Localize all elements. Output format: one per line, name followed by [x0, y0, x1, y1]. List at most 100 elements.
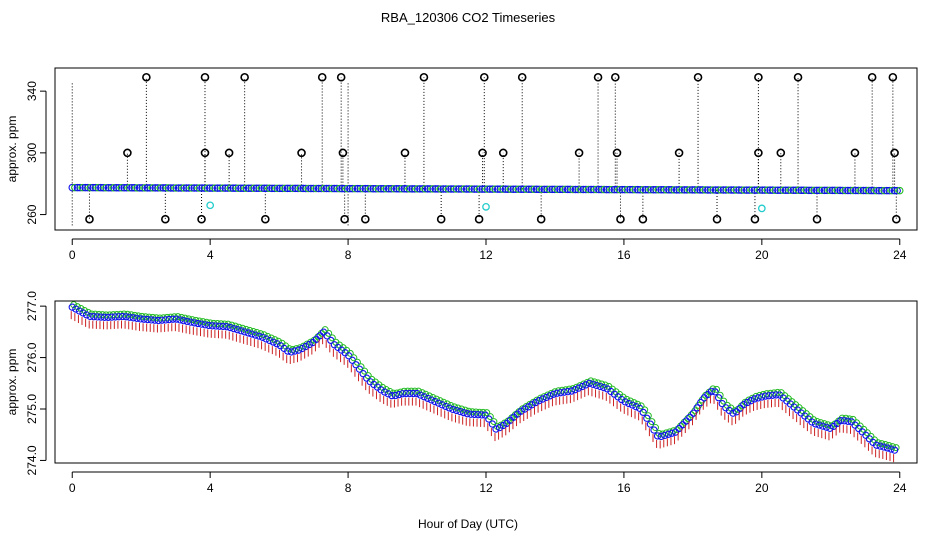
baseline-point [229, 184, 237, 192]
data-point [564, 388, 572, 396]
baseline-point [501, 185, 510, 193]
baseline-point [322, 184, 331, 193]
top-x-tick-label: 4 [207, 248, 214, 262]
top-y-axis: 260 300 340 [25, 81, 47, 225]
baseline-point [496, 185, 505, 193]
baseline-point [717, 186, 725, 194]
spike-point [754, 148, 763, 158]
baseline-point [693, 186, 702, 194]
baseline-point [333, 184, 341, 193]
baseline-point [540, 185, 549, 194]
bottom-y-tick-label: 275.0 [25, 394, 39, 424]
baseline-point [569, 185, 577, 194]
baseline-point [890, 186, 899, 195]
baseline-point [359, 184, 367, 193]
data-point [661, 431, 669, 440]
baseline-point [818, 186, 826, 195]
spike-point [610, 72, 620, 82]
spike-point [161, 214, 170, 224]
data-point [582, 381, 590, 389]
baseline-point [851, 186, 860, 195]
baseline-point [221, 184, 230, 192]
baseline-point [460, 185, 468, 193]
baseline-point [400, 185, 409, 193]
baseline-point [198, 184, 206, 192]
baseline-point [122, 184, 131, 192]
baseline-point [257, 184, 266, 193]
data-point [571, 386, 579, 394]
baseline-point [369, 184, 377, 193]
baseline-point [846, 186, 855, 195]
data-point [262, 335, 270, 343]
baseline-point [387, 185, 396, 193]
baseline-point [304, 184, 313, 193]
data-point [596, 382, 604, 391]
baseline-point [237, 184, 245, 192]
baseline-point [883, 186, 891, 195]
baseline-point [76, 183, 84, 192]
baseline-point [667, 186, 676, 194]
baseline-point [639, 185, 647, 194]
baseline-point [820, 186, 829, 195]
data-point [528, 401, 536, 409]
baseline-point [771, 186, 779, 194]
baseline-point [613, 185, 621, 194]
baseline-point [340, 184, 349, 193]
baseline-point [486, 185, 494, 193]
baseline-point [787, 186, 795, 195]
bottom-x-tick-label: 8 [345, 481, 352, 495]
data-point [578, 382, 586, 391]
data-point [815, 421, 823, 429]
baseline-point [226, 184, 235, 192]
baseline-point [652, 185, 660, 194]
baseline-point [737, 186, 746, 194]
top-x-axis: 0 4 8 12 16 20 24 [69, 238, 907, 262]
spike-point [142, 72, 151, 82]
bottom-plot-frame [54, 300, 918, 464]
bottom-x-tick-label: 20 [755, 481, 769, 495]
baseline-point [109, 183, 118, 192]
baseline-point [706, 186, 715, 194]
baseline-point [649, 185, 658, 194]
baseline-point [410, 185, 419, 193]
baseline-point [802, 186, 811, 195]
data-point [517, 407, 525, 415]
baseline-point [364, 184, 372, 193]
baseline-point [740, 186, 748, 194]
baseline-point [815, 186, 824, 195]
baseline-point [724, 186, 733, 194]
baseline-point [631, 185, 639, 194]
data-point [427, 396, 435, 404]
bottom-x-tick-label: 12 [479, 481, 493, 495]
baseline-point [242, 184, 250, 192]
baseline-point [576, 185, 585, 194]
baseline-point [135, 184, 144, 192]
baseline-point [553, 185, 562, 194]
data-point [445, 404, 453, 412]
top-x-tick-label: 16 [617, 248, 631, 262]
baseline-point [379, 184, 388, 193]
baseline-point [473, 185, 481, 193]
baseline-point [864, 186, 873, 195]
baseline-point [714, 186, 722, 194]
spike-point [123, 148, 132, 158]
baseline-point [602, 185, 611, 194]
data-point [456, 407, 464, 416]
baseline-point [527, 185, 536, 194]
data-point [600, 383, 608, 392]
baseline-point [654, 186, 663, 194]
data-point [535, 397, 543, 405]
data-point [826, 424, 834, 432]
spike-point [674, 148, 684, 158]
data-point [711, 388, 719, 396]
baseline-point [278, 184, 287, 193]
spike-point [890, 148, 899, 158]
spike-point [197, 214, 206, 224]
figure-title: RBA_120306 CO2 Timeseries [381, 10, 556, 25]
baseline-point [618, 185, 626, 194]
baseline-point [408, 185, 416, 193]
data-point [251, 331, 260, 339]
baseline-point [514, 185, 523, 193]
baseline-point [234, 184, 243, 192]
